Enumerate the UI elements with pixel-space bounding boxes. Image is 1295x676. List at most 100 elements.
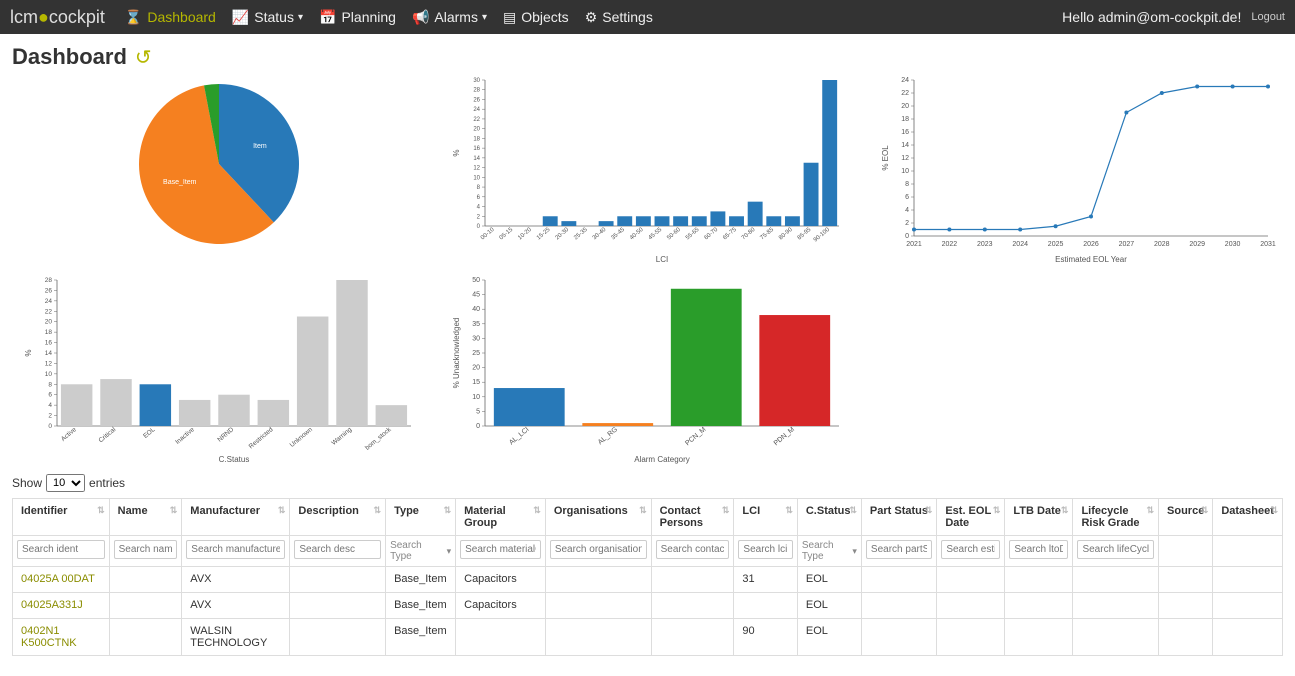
search-select[interactable]: Search Type	[390, 540, 445, 562]
identifier-link[interactable]: 0402N1 K500CTNK	[21, 625, 77, 649]
search-input-2[interactable]	[186, 540, 285, 559]
nav-dashboard-label: Dashboard	[147, 9, 216, 25]
cell	[1005, 619, 1073, 656]
svg-text:Warning: Warning	[331, 426, 354, 447]
svg-text:4: 4	[905, 207, 909, 214]
cell	[109, 567, 182, 593]
search-input-7[interactable]	[656, 540, 730, 559]
col-c-status[interactable]: C.Status⇅	[797, 499, 861, 536]
col-material-group[interactable]: Material Group⇅	[456, 499, 546, 536]
sort-icon: ⇅	[639, 505, 647, 516]
logout-link[interactable]: Logout	[1251, 11, 1285, 23]
cell	[861, 619, 936, 656]
cell	[1005, 593, 1073, 619]
cell: 04025A331J	[13, 593, 110, 619]
svg-text:Inactive: Inactive	[174, 426, 196, 446]
nav-alarms[interactable]: 📢Alarms▾	[412, 9, 487, 26]
svg-text:40: 40	[473, 306, 481, 313]
search-input-3[interactable]	[294, 540, 381, 559]
svg-text:45: 45	[473, 292, 481, 299]
search-input-10[interactable]	[866, 540, 932, 559]
col-name[interactable]: Name⇅	[109, 499, 182, 536]
search-input-12[interactable]	[1009, 540, 1068, 559]
svg-text:12: 12	[45, 360, 53, 367]
col-source[interactable]: Source⇅	[1159, 499, 1213, 536]
col-lifecycle-risk-grade[interactable]: Lifecycle Risk Grade⇅	[1073, 499, 1159, 536]
svg-text:50: 50	[473, 277, 481, 284]
cell	[861, 567, 936, 593]
nav-planning[interactable]: 📅Planning	[319, 9, 396, 26]
col-part-status[interactable]: Part Status⇅	[861, 499, 936, 536]
table-row[interactable]: 04025A 00DATAVXBase_ItemCapacitors31EOL	[13, 567, 1283, 593]
search-input-13[interactable]	[1077, 540, 1154, 559]
col-manufacturer[interactable]: Manufacturer⇅	[182, 499, 290, 536]
identifier-link[interactable]: 04025A 00DAT	[21, 573, 95, 585]
svg-text:45-55: 45-55	[648, 227, 664, 242]
svg-text:2: 2	[477, 214, 481, 220]
cell: Base_Item	[386, 567, 456, 593]
nav-status[interactable]: 📈Status▾	[232, 9, 303, 26]
col-organisations[interactable]: Organisations⇅	[545, 499, 651, 536]
table-row[interactable]: 0402N1 K500CTNKWALSIN TECHNOLOGYBase_Ite…	[13, 619, 1283, 656]
svg-text:PDN_M: PDN_M	[773, 426, 796, 447]
nav-dashboard[interactable]: ⌛Dashboard	[125, 9, 216, 26]
table-row[interactable]: 04025A331JAVXBase_ItemCapacitorsEOL	[13, 593, 1283, 619]
nav-settings[interactable]: ⚙Settings	[585, 9, 653, 26]
svg-text:AL_LCI: AL_LCI	[509, 426, 531, 446]
svg-text:30-40: 30-40	[592, 227, 608, 242]
search-select[interactable]: Search Type	[802, 540, 851, 562]
svg-text:2031: 2031	[1260, 241, 1276, 248]
cell: Capacitors	[456, 567, 546, 593]
svg-text:%: %	[24, 349, 33, 356]
nav-settings-label: Settings	[602, 9, 653, 25]
entries-row: Show 10 entries	[0, 464, 1295, 498]
refresh-icon[interactable]: ↺	[135, 45, 152, 70]
sort-icon: ⇅	[785, 505, 793, 516]
svg-text:EOL: EOL	[142, 426, 157, 440]
search-input-1[interactable]	[114, 540, 178, 559]
svg-text:Base_Item: Base_Item	[163, 179, 197, 186]
svg-text:20: 20	[474, 127, 481, 133]
svg-text:35: 35	[473, 321, 481, 328]
alarms-icon: 📢	[412, 9, 429, 26]
svg-text:0: 0	[477, 423, 481, 430]
svg-text:65-75: 65-75	[723, 227, 739, 242]
sort-icon: ⇅	[993, 505, 1001, 516]
svg-text:12: 12	[474, 166, 481, 172]
svg-text:55-65: 55-65	[685, 227, 701, 242]
col-est-eol-date[interactable]: Est. EOL Date⇅	[937, 499, 1005, 536]
empty-cell	[867, 274, 1285, 464]
search-input-0[interactable]	[17, 540, 105, 559]
svg-text:25: 25	[473, 350, 481, 357]
search-input-6[interactable]	[550, 540, 647, 559]
cell: EOL	[797, 619, 861, 656]
svg-text:2028: 2028	[1154, 241, 1170, 248]
svg-text:8: 8	[49, 381, 53, 388]
svg-text:2: 2	[49, 413, 53, 420]
cell	[651, 593, 734, 619]
col-datasheet[interactable]: Datasheet⇅	[1213, 499, 1283, 536]
cell	[545, 567, 651, 593]
page-title: Dashboard	[12, 44, 127, 70]
col-type[interactable]: Type⇅	[386, 499, 456, 536]
data-table-wrap: Identifier⇅Name⇅Manufacturer⇅Description…	[0, 498, 1295, 676]
nav-objects[interactable]: ▤Objects	[503, 9, 569, 26]
svg-text:6: 6	[477, 195, 481, 201]
svg-text:C.Status: C.Status	[219, 455, 250, 464]
cell	[1213, 593, 1283, 619]
col-identifier[interactable]: Identifier⇅	[13, 499, 110, 536]
identifier-link[interactable]: 04025A331J	[21, 599, 83, 611]
col-contact-persons[interactable]: Contact Persons⇅	[651, 499, 734, 536]
search-input-8[interactable]	[738, 540, 792, 559]
search-input-5[interactable]	[460, 540, 541, 559]
col-description[interactable]: Description⇅	[290, 499, 386, 536]
entries-select[interactable]: 10	[46, 474, 85, 492]
svg-text:18: 18	[45, 329, 53, 336]
nav-planning-label: Planning	[341, 9, 396, 25]
sort-icon: ⇅	[722, 505, 730, 516]
col-ltb-date[interactable]: LTB Date⇅	[1005, 499, 1073, 536]
cell: Base_Item	[386, 619, 456, 656]
search-input-11[interactable]	[941, 540, 1000, 559]
sort-icon: ⇅	[849, 505, 857, 516]
col-lci[interactable]: LCI⇅	[734, 499, 797, 536]
